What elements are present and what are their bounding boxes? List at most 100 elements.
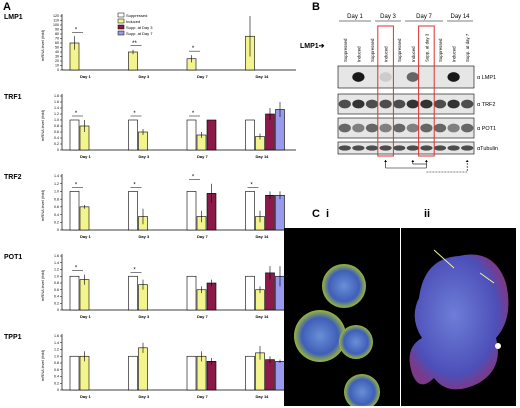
x-tick-label-3-3: Day 14 — [256, 314, 270, 319]
y-tick-label-1-6: 1.2 — [54, 112, 59, 116]
band-3-7 — [433, 145, 447, 151]
x-tick-label-1-2: Day 7 — [197, 154, 208, 159]
legend-swatch-2 — [117, 24, 125, 30]
y-tick-label-2-4: 0.8 — [54, 197, 59, 201]
band-1-4 — [393, 99, 406, 109]
band-3-1 — [352, 145, 365, 151]
lane-label-8: Induced — [452, 46, 457, 62]
x-tick-label-2-3: Day 14 — [256, 234, 270, 239]
y-tick-label-1-4: 0.8 — [54, 124, 59, 128]
significance-mark-0-0: * — [75, 27, 78, 33]
blot-row-label-3: αTubulin — [477, 146, 498, 152]
bar-1-2-2 — [206, 119, 217, 151]
cell-ii-cluster — [409, 254, 509, 390]
highlight-box-0 — [377, 25, 394, 157]
band-3-9 — [461, 145, 474, 151]
y-axis-label-3: mRNA level (fold) — [40, 269, 45, 301]
x-tick-label-4-1: Day 3 — [139, 394, 150, 399]
compare-arrowhead-1 — [411, 160, 415, 162]
significance-mark-1-1: * — [133, 111, 136, 117]
y-tick-label-3-3: 0.6 — [54, 288, 59, 292]
legend-label-0: Suppressed — [126, 13, 147, 18]
band-2-3 — [379, 123, 392, 133]
y-axis-label-0: mRNA level (fold) — [40, 29, 45, 61]
band-1-8 — [447, 99, 460, 109]
cell-3 — [339, 325, 373, 359]
y-tick-label-4-5: 1.0 — [54, 354, 59, 358]
compare-arrowhead-0 — [384, 160, 388, 162]
y-tick-label-2-6: 1.2 — [54, 182, 59, 186]
x-tick-label-0-1: Day 3 — [139, 74, 150, 79]
x-tick-label-4-0: Day 1 — [80, 394, 91, 399]
band-0-5 — [406, 72, 419, 82]
y-tick-label-4-8: 1.6 — [54, 334, 59, 338]
y-tick-label-4-3: 0.6 — [54, 368, 59, 372]
y-tick-label-2-5: 1.0 — [54, 190, 59, 194]
x-tick-label-3-0: Day 1 — [80, 314, 91, 319]
y-tick-label-0-8: 80 — [55, 32, 59, 36]
bar-0-1-0 — [128, 51, 138, 71]
x-tick-label-2-2: Day 7 — [197, 234, 208, 239]
significance-mark-1-2: * — [192, 111, 195, 117]
x-tick-label-0-2: Day 7 — [197, 74, 208, 79]
band-2-8 — [447, 123, 460, 133]
band-2-9 — [461, 123, 474, 133]
lane-label-1: Induced — [356, 46, 361, 62]
band-2-1 — [352, 123, 365, 133]
lane-label-3: Induced — [384, 46, 389, 62]
significance-mark-3-1: * — [133, 267, 136, 273]
y-tick-label-4-6: 1.2 — [54, 348, 59, 352]
band-2-4 — [393, 123, 406, 133]
x-tick-label-2-1: Day 3 — [139, 234, 150, 239]
y-tick-label-3-6: 1.2 — [54, 268, 59, 272]
y-tick-label-0-4: 40 — [55, 50, 59, 54]
significance-mark-0-2: * — [192, 46, 195, 52]
bar-1-1-0 — [128, 119, 138, 151]
y-tick-label-3-4: 0.8 — [54, 281, 59, 285]
lane-label-6: Supp. at day 3 — [424, 33, 429, 62]
arrow-right-icon: ➔ — [318, 43, 325, 50]
band-1-6 — [420, 99, 433, 109]
band-1-5 — [406, 99, 419, 109]
y-tick-label-3-8: 1.6 — [54, 254, 59, 258]
compare-arrowhead-2 — [424, 160, 428, 162]
bright-spot — [495, 343, 501, 349]
y-tick-label-2-1: 0.2 — [54, 220, 59, 224]
band-0-3 — [379, 72, 392, 82]
band-3-8 — [447, 145, 460, 151]
band-1-2 — [365, 99, 379, 109]
y-tick-label-3-7: 1.4 — [54, 261, 59, 265]
bar-2-0-1 — [79, 206, 90, 231]
x-tick-label-2-0: Day 1 — [80, 234, 91, 239]
x-tick-label-3-1: Day 3 — [139, 314, 150, 319]
y-tick-label-4-2: 0.4 — [54, 375, 59, 379]
lmp1-arrow-text: LMP1 — [300, 43, 319, 50]
x-tick-label-0-3: Day 14 — [256, 74, 270, 79]
panel-c-sub-i: i — [326, 208, 330, 220]
y-axis-label-4: mRNA level (fold) — [40, 349, 45, 381]
bar-4-3-0 — [245, 355, 255, 391]
lane-label-7: Suppressed — [438, 38, 443, 62]
y-tick-label-0-2: 20 — [55, 59, 59, 63]
bar-1-2-0 — [186, 119, 197, 151]
blot-strip-3 — [337, 141, 475, 155]
legend-swatch-1 — [117, 18, 125, 24]
y-tick-label-1-0: 0 — [57, 148, 59, 152]
lane-label-9: Supp. at day 7 — [465, 33, 470, 62]
bar-2-3-2 — [265, 194, 275, 231]
cell-4 — [344, 374, 380, 406]
y-tick-label-4-1: 0.2 — [54, 381, 59, 385]
blot-strip-0 — [337, 65, 475, 89]
legend-label-1: Induced — [126, 19, 140, 24]
y-axis-label-1: mRNA level (fold) — [40, 109, 45, 141]
lane-label-0: Suppressed — [343, 38, 348, 62]
legend-swatch-3 — [117, 30, 125, 36]
y-tick-label-0-10: 100 — [53, 23, 59, 27]
bar-1-0-0 — [69, 119, 80, 151]
blot-strip-1 — [337, 93, 475, 115]
y-tick-label-2-7: 1.4 — [54, 174, 59, 178]
band-2-0 — [338, 123, 351, 133]
bar-4-3-2 — [265, 359, 275, 391]
bar-4-0-0 — [69, 355, 80, 391]
